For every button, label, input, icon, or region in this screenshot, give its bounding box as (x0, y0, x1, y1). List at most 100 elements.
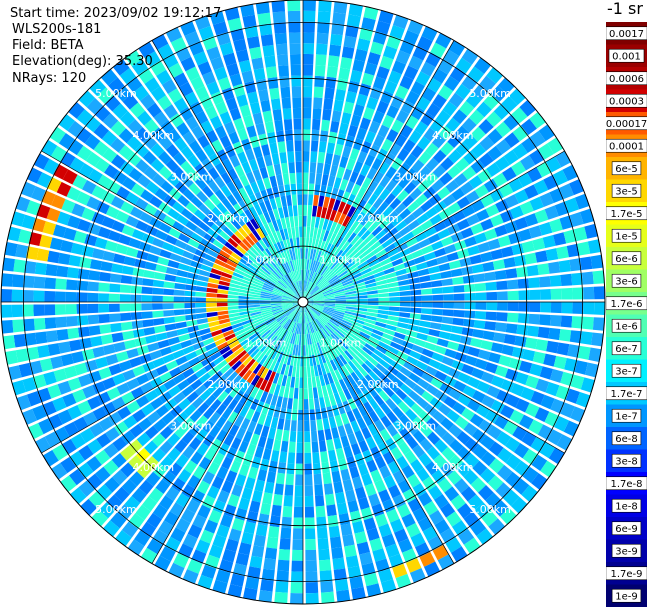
ppi-gate (230, 279, 242, 286)
ppi-gate (317, 386, 324, 398)
ppi-gate (335, 88, 346, 102)
ppi-gate (319, 229, 326, 241)
ppi-gate (251, 410, 261, 423)
ppi-gate (449, 439, 464, 454)
ppi-gate (202, 433, 215, 447)
ppi-gate (440, 417, 454, 431)
ppi-gate (588, 347, 602, 362)
ppi-gate (303, 10, 316, 22)
ppi-gate (361, 202, 372, 215)
ppi-gate (52, 444, 68, 461)
ppi-gate (54, 426, 70, 443)
ppi-gate (11, 289, 23, 302)
ppi-gate (245, 148, 255, 162)
ppi-gate (125, 192, 140, 205)
ppi-gate (225, 538, 239, 553)
ppi-gate (21, 214, 36, 230)
ppi-gate (160, 455, 175, 470)
ppi-gate (328, 274, 338, 283)
ppi-gate (94, 158, 110, 173)
ppi-gate (211, 370, 223, 382)
ppi-gate (239, 313, 251, 319)
ppi-gate (178, 543, 194, 559)
ppi-gate (99, 324, 112, 335)
ppi-gate (203, 198, 216, 211)
ppi-gate (118, 360, 132, 372)
ppi-gate (297, 409, 303, 421)
ppi-gate (340, 56, 353, 70)
ppi-gate (455, 57, 472, 74)
ppi-gate (303, 107, 312, 119)
ppi-gate (255, 241, 265, 252)
ppi-gate (485, 281, 497, 291)
ppi-gate (396, 274, 409, 281)
ppi-gate (272, 231, 280, 243)
ppi-gate (351, 251, 362, 261)
ppi-gate (149, 376, 163, 389)
ppi-gate (22, 377, 37, 392)
ring-label: 5.00km (95, 87, 137, 100)
ppi-gate (298, 258, 301, 270)
spoke-330 (151, 40, 304, 303)
ppi-gate (497, 447, 513, 463)
ppi-data-field (1, 0, 605, 604)
ppi-gate (67, 405, 82, 420)
ppi-gate (265, 66, 278, 79)
ppi-gate (248, 158, 259, 172)
ppi-gate (195, 286, 207, 292)
ppi-gate (464, 310, 476, 319)
ppi-gate (511, 161, 526, 176)
ppi-gate (317, 429, 325, 442)
ppi-gate (237, 334, 249, 344)
ppi-gate (282, 293, 294, 299)
ppi-gate (262, 284, 274, 291)
ppi-gate (391, 184, 403, 197)
ppi-gate (307, 282, 314, 293)
ppi-gate (35, 331, 48, 345)
ppi-gate (289, 310, 297, 320)
ppi-gate (74, 362, 88, 376)
ppi-gate (382, 499, 396, 513)
ppi-gate (363, 274, 375, 282)
colorbar-label: 1e-5 (615, 231, 638, 242)
ppi-gate (263, 223, 272, 235)
ppi-gate (312, 320, 320, 331)
colorbar-label-box (611, 453, 642, 468)
ppi-gate (134, 530, 151, 547)
ppi-gate (140, 189, 154, 203)
ppi-gate (135, 159, 150, 174)
ppi-gate (165, 158, 180, 173)
ppi-gate (569, 212, 584, 227)
ppi-gate (312, 305, 324, 311)
ppi-gate (195, 86, 209, 101)
ppi-gate (214, 125, 227, 139)
ppi-gate (238, 187, 249, 200)
ppi-gate (311, 321, 318, 332)
ppi-gate (501, 344, 514, 356)
ppi-gate (343, 35, 357, 49)
ppi-gate (122, 176, 137, 191)
ppi-gate (217, 289, 229, 295)
ppi-gate (396, 455, 409, 470)
ppi-gate (328, 44, 342, 57)
ppi-gate (219, 363, 231, 375)
ppi-gate (242, 340, 253, 350)
ppi-gate (334, 578, 349, 592)
ppi-gate (76, 109, 93, 126)
ppi-gate (387, 315, 399, 322)
ppi-gate (214, 258, 226, 267)
ppi-gate (197, 61, 212, 76)
ppi-gate (149, 245, 162, 256)
ppi-gate (401, 340, 414, 350)
ppi-gate (236, 331, 247, 340)
ppi-gate (359, 264, 370, 273)
ppi-gate (447, 149, 462, 164)
ppi-gate (385, 543, 400, 558)
ppi-gate (227, 168, 239, 181)
ppi-gate (309, 226, 315, 238)
ppi-gate (238, 497, 250, 511)
ppi-gate (238, 241, 250, 252)
ppi-gate (388, 484, 401, 499)
ppi-gate (173, 72, 189, 88)
ppi-gate (398, 441, 411, 455)
